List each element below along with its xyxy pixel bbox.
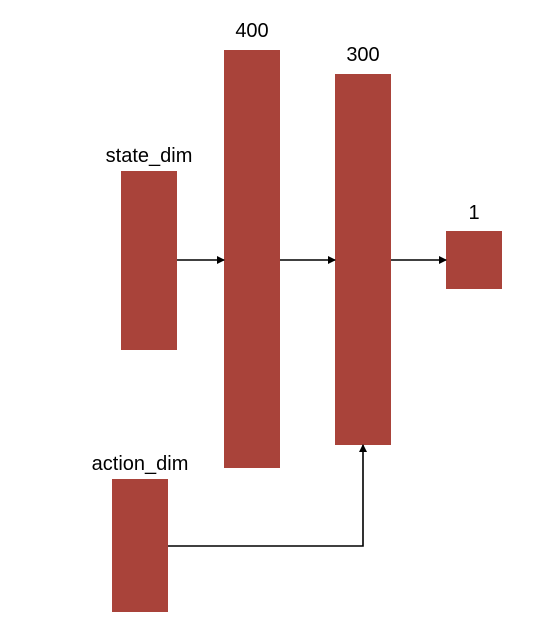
state-dim-label: state_dim (105, 145, 193, 167)
action-dim-block (112, 479, 168, 612)
output-block (446, 231, 502, 289)
hidden-layer-2-block (335, 74, 391, 445)
output-label: 1 (468, 202, 480, 224)
state-dim-block (121, 171, 177, 350)
hidden-layer-1-label: 400 (235, 20, 269, 42)
action-dim-label: action_dim (91, 453, 189, 475)
arrow-action-to-300 (168, 444, 367, 547)
hidden-layer-2-label: 300 (346, 44, 380, 66)
hidden-layer-1-block (224, 50, 280, 468)
